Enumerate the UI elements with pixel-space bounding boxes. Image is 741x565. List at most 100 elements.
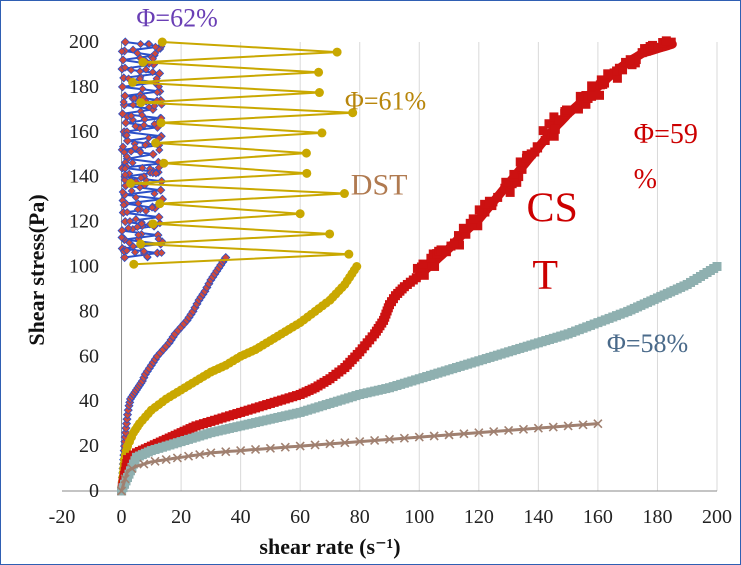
data-point (501, 177, 511, 187)
data-point (118, 55, 128, 65)
data-point (593, 419, 603, 429)
data-point (139, 247, 148, 256)
data-point (148, 149, 158, 159)
data-point (150, 189, 159, 198)
data-point (512, 177, 522, 187)
data-point (612, 73, 622, 83)
data-point (143, 252, 152, 261)
x-axis-title: shear rate (s⁻¹) (259, 534, 400, 559)
data-point (118, 187, 127, 197)
data-point (120, 91, 130, 101)
data-point (250, 444, 261, 455)
data-point (117, 47, 126, 56)
data-point (123, 208, 132, 217)
data-point (384, 434, 395, 444)
data-point (129, 259, 139, 269)
data-point (236, 446, 246, 456)
data-point (120, 63, 130, 72)
data-point (521, 153, 531, 163)
data-point (355, 437, 365, 447)
data-point (573, 104, 583, 114)
data-point (128, 45, 138, 54)
data-point (140, 121, 149, 130)
data-point (155, 145, 164, 155)
data-point (138, 57, 148, 67)
data-point (265, 443, 275, 453)
data-point (666, 37, 676, 47)
data-point (122, 246, 131, 255)
x-tick-label: 160 (583, 506, 613, 528)
data-point (120, 148, 129, 157)
y-tick-label: 100 (69, 256, 99, 278)
data-point (441, 247, 451, 257)
data-point (661, 36, 671, 46)
data-point (587, 91, 597, 101)
annotation-label: Φ=61% (345, 86, 426, 115)
data-point (332, 47, 342, 57)
data-point (136, 173, 146, 183)
data-point (127, 463, 137, 474)
series-line (120, 422, 600, 493)
x-tick-label: -20 (49, 506, 76, 528)
y-tick-label: 120 (69, 211, 99, 233)
x-tick-label: 120 (464, 506, 494, 528)
data-point (116, 486, 127, 496)
data-point (348, 108, 358, 118)
data-point (122, 131, 131, 140)
series-4 (116, 419, 603, 496)
data-point (504, 425, 514, 435)
data-point (302, 168, 312, 178)
annotation-label: Φ=62% (136, 3, 217, 32)
data-point (144, 133, 153, 142)
data-point (131, 193, 140, 202)
data-point (124, 224, 133, 233)
data-point (414, 432, 424, 442)
annotations: Φ=62% Φ=61% DST Φ=59% CS T Φ=58% (136, 3, 697, 358)
data-point (280, 442, 290, 452)
data-point (612, 66, 622, 76)
y-tick-label: 20 (79, 435, 99, 457)
data-point (399, 433, 409, 443)
data-point (310, 440, 320, 450)
data-point (473, 221, 483, 231)
data-point (370, 435, 380, 446)
data-point (127, 186, 136, 196)
y-tick-label: 140 (69, 166, 99, 188)
data-point (136, 98, 146, 108)
x-tick-label: 180 (642, 506, 672, 528)
series-group (116, 36, 722, 496)
y-tick-label: 180 (69, 76, 99, 98)
data-point (157, 37, 167, 47)
data-point (344, 249, 354, 259)
y-axis-title: Shear stress(Pa) (24, 194, 49, 345)
data-point (130, 93, 139, 103)
data-point (154, 212, 164, 222)
data-point (648, 40, 658, 50)
data-point (598, 79, 608, 89)
data-point (131, 215, 140, 224)
data-point (459, 429, 469, 439)
y-tick-label: 60 (79, 345, 99, 367)
data-point (484, 196, 494, 206)
data-point (135, 67, 145, 76)
data-point (578, 420, 588, 430)
data-point (130, 248, 140, 257)
data-point (474, 205, 484, 215)
data-point (151, 169, 161, 178)
data-point (468, 214, 478, 224)
data-point (121, 170, 130, 179)
data-point (141, 140, 150, 150)
data-point (411, 273, 421, 283)
data-point (550, 124, 560, 134)
data-point (120, 37, 130, 47)
y-tick-label: 40 (79, 390, 99, 412)
data-point (221, 447, 231, 457)
data-point (493, 192, 503, 202)
data-point (117, 233, 126, 242)
data-point (352, 262, 362, 271)
data-point (121, 423, 131, 433)
data-point (155, 199, 165, 209)
annotation-label: T (532, 253, 558, 299)
data-point (500, 183, 510, 193)
